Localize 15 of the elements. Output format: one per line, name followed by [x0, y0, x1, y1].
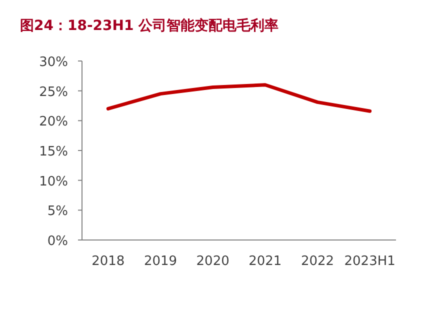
y-tick-label: 25% — [39, 84, 68, 100]
x-tick-label: 2018 — [92, 254, 125, 269]
x-tick-label: 2019 — [144, 254, 178, 269]
x-tick-label: 2022 — [300, 254, 334, 269]
x-tick-label: 2020 — [196, 254, 230, 269]
chart-title: 图24：18-23H1 公司智能变配电毛利率 — [20, 17, 279, 34]
x-tick-label: 2023H1 — [344, 254, 396, 269]
y-tick-label: 15% — [39, 144, 68, 160]
y-tick-label: 30% — [39, 55, 68, 70]
y-tick-label: 5% — [47, 204, 68, 220]
y-tick-label: 10% — [39, 174, 68, 190]
y-tick-label: 20% — [39, 114, 68, 130]
x-tick-label: 2021 — [248, 254, 282, 269]
y-tick-label: 0% — [47, 234, 68, 249]
line-series — [106, 83, 372, 113]
